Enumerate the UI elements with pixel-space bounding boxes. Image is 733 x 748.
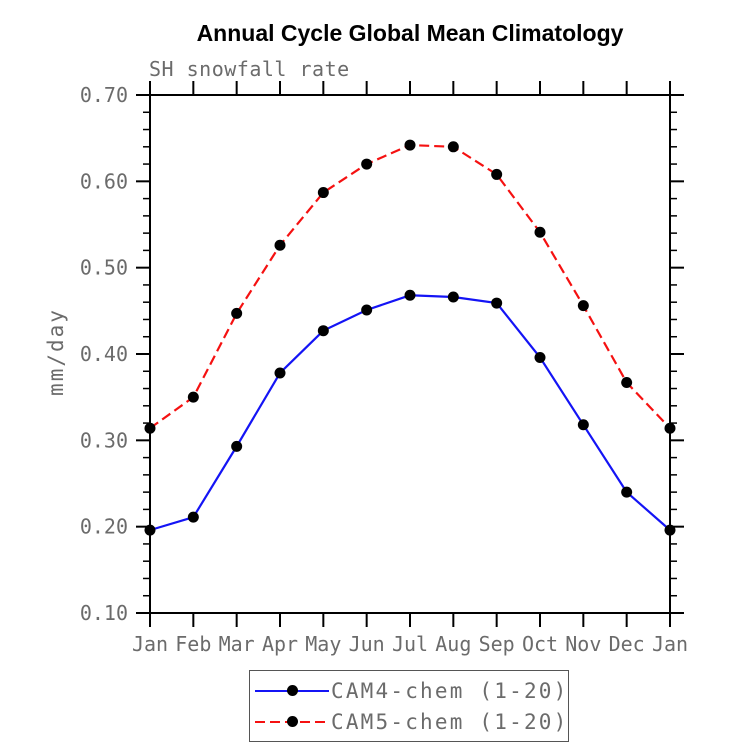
data-point-marker <box>577 300 589 312</box>
data-point-marker <box>447 141 459 153</box>
data-point-marker <box>404 139 416 151</box>
data-point-marker <box>534 351 546 363</box>
data-point-marker <box>491 168 503 180</box>
data-point-marker <box>577 419 589 431</box>
x-axis-tick-label: May <box>305 632 341 656</box>
x-axis-tick-label: Mar <box>219 632 255 656</box>
data-point-marker <box>404 289 416 301</box>
data-point-marker <box>621 486 633 498</box>
data-point-marker <box>361 158 373 170</box>
data-point-marker <box>447 291 459 303</box>
chart-subtitle: SH snowfall rate <box>149 57 350 81</box>
x-axis-tick-label: Oct <box>522 632 558 656</box>
chart-title: Annual Cycle Global Mean Climatology <box>196 20 624 46</box>
y-axis-tick-label: 0.40 <box>80 342 128 366</box>
legend-line-sample <box>255 685 329 696</box>
y-axis-tick-label: 0.60 <box>80 169 128 193</box>
legend-marker-dot <box>286 685 298 696</box>
data-point-marker <box>187 511 199 523</box>
legend-line-sample <box>255 716 329 727</box>
y-axis-tick-label: 0.20 <box>80 515 128 539</box>
data-point-marker <box>664 422 676 434</box>
x-axis-tick-label: Jul <box>392 632 428 656</box>
legend-item-label: CAM5-chem (1-20) <box>331 709 569 734</box>
data-point-marker <box>664 524 676 536</box>
legend: CAM4-chem (1-20) CAM5-chem (1-20) <box>249 670 569 742</box>
x-axis-tick-label: Jan <box>132 632 168 656</box>
data-point-marker <box>361 304 373 316</box>
y-axis-tick-label: 0.10 <box>80 601 128 625</box>
data-point-marker <box>231 440 243 452</box>
x-axis-tick-label: Dec <box>609 632 645 656</box>
axis-frame <box>149 94 671 614</box>
data-point-marker <box>274 239 286 251</box>
x-axis-tick-label: Sep <box>479 632 515 656</box>
data-point-marker <box>317 187 329 199</box>
y-axis-label: mm/day <box>44 308 68 396</box>
series-line-cam5 <box>149 143 671 430</box>
data-point-marker <box>621 376 633 388</box>
x-axis-tick-label: Jan <box>652 632 688 656</box>
x-axis-tick-label: Feb <box>175 632 211 656</box>
y-axis-tick-label: 0.30 <box>80 428 128 452</box>
y-axis-tick-label: 0.70 <box>80 83 128 107</box>
x-axis-tick-label: Apr <box>262 632 298 656</box>
data-point-marker <box>317 325 329 337</box>
legend-item: CAM4-chem (1-20) <box>250 675 568 706</box>
x-axis-tick-label: Jun <box>349 632 385 656</box>
legend-marker-dot <box>286 716 298 727</box>
x-axis-tick-label: Aug <box>435 632 471 656</box>
data-point-marker <box>231 307 243 319</box>
data-point-marker <box>491 297 503 309</box>
data-point-marker <box>144 422 156 434</box>
data-point-marker <box>534 226 546 238</box>
legend-item: CAM5-chem (1-20) <box>250 706 568 737</box>
y-axis-tick-label: 0.50 <box>80 256 128 280</box>
legend-item-label: CAM4-chem (1-20) <box>331 678 569 703</box>
data-point-marker <box>144 524 156 536</box>
data-point-marker <box>187 391 199 403</box>
x-axis-tick-label: Nov <box>565 632 601 656</box>
data-point-marker <box>274 367 286 379</box>
